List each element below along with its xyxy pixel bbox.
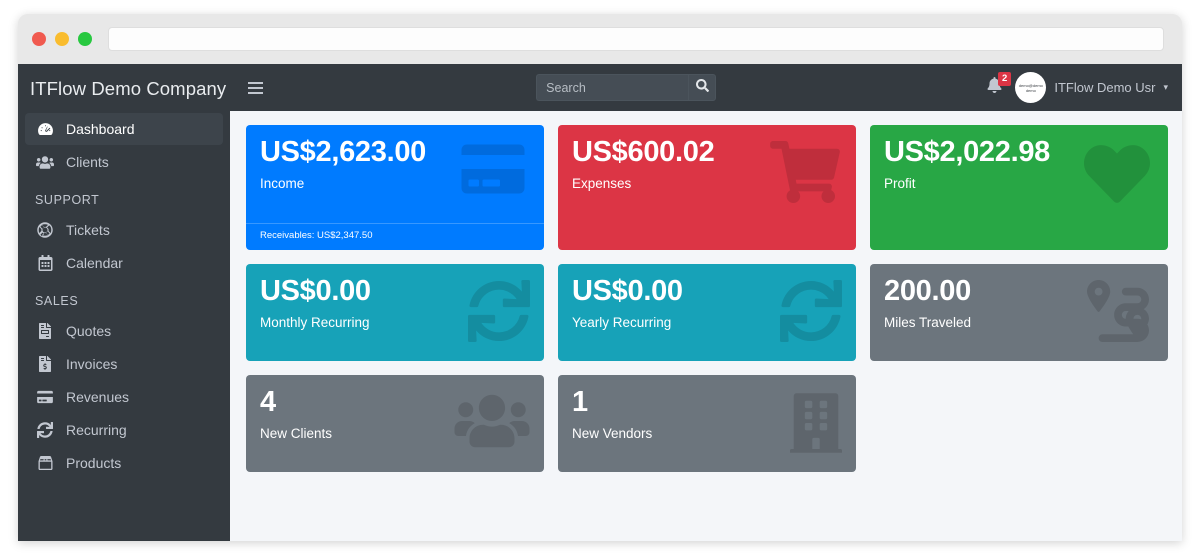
stat-value: 200.00	[884, 275, 971, 307]
life-ring-icon	[35, 221, 55, 239]
chevron-down-icon: ▾	[1163, 82, 1168, 92]
users-icon	[454, 391, 530, 451]
sidebar-item-label: Calendar	[66, 255, 123, 271]
stat-label: New Clients	[260, 426, 333, 442]
route-icon	[1082, 280, 1154, 342]
search-button[interactable]	[688, 74, 717, 101]
sidebar-item-label: Invoices	[66, 356, 118, 372]
avatar: demo@demo demo	[1015, 72, 1047, 103]
main-content: 2023 ▼ US$2,623.00 Income Receivables: U…	[230, 64, 1182, 541]
file-invoice-icon	[35, 322, 55, 340]
navbar-search	[536, 74, 717, 101]
sidebar-item-clients[interactable]: Clients	[25, 146, 223, 178]
stat-card-monthly-recurring[interactable]: US$0.00 Monthly Recurring	[246, 264, 544, 361]
sidebar-item-recurring[interactable]: Recurring	[25, 414, 223, 446]
stat-cards-row-2: US$0.00 Monthly Recurring US$0.00 Yearly…	[246, 264, 1168, 361]
stat-card-income[interactable]: US$2,623.00 Income Receivables: US$2,347…	[246, 125, 544, 250]
traffic-lights	[32, 32, 92, 46]
minimize-window-button[interactable]	[55, 32, 69, 46]
search-icon	[695, 78, 709, 97]
app-viewport: ITFlow Demo Company Dashboard Clients SU…	[18, 64, 1182, 541]
stat-label: Yearly Recurring	[572, 315, 672, 331]
notification-badge: 2	[998, 72, 1012, 86]
avatar-line-2: demo	[1025, 87, 1036, 93]
credit-card-icon	[456, 141, 530, 197]
box-icon	[35, 454, 55, 472]
sidebar-item-invoices[interactable]: Invoices	[25, 348, 223, 380]
sidebar: ITFlow Demo Company Dashboard Clients SU…	[18, 64, 230, 541]
stat-card-new-vendors[interactable]: 1 New Vendors	[558, 375, 856, 472]
sync-icon	[35, 421, 55, 439]
sidebar-item-label: Recurring	[66, 422, 127, 438]
users-icon	[35, 153, 55, 171]
sidebar-section-support: SUPPORT	[35, 193, 100, 207]
close-window-button[interactable]	[32, 32, 46, 46]
stat-card-expenses[interactable]: US$600.02 Expenses	[558, 125, 856, 250]
stat-card-miles-traveled[interactable]: 200.00 Miles Traveled	[870, 264, 1168, 361]
stat-value: 4	[260, 386, 276, 418]
stat-label: New Vendors	[572, 426, 653, 442]
stat-value: US$0.00	[572, 275, 683, 307]
sidebar-brand[interactable]: ITFlow Demo Company	[30, 78, 227, 99]
sync-icon	[780, 280, 842, 342]
sidebar-item-label: Clients	[66, 154, 109, 170]
sidebar-item-label: Products	[66, 455, 122, 471]
stat-label: Profit	[884, 176, 916, 192]
stat-value: 1	[572, 386, 588, 418]
stat-value: US$600.02	[572, 136, 715, 168]
stat-card-yearly-recurring[interactable]: US$0.00 Yearly Recurring	[558, 264, 856, 361]
browser-chrome	[18, 14, 1182, 64]
stat-card-footer: Receivables: US$2,347.50	[246, 223, 544, 250]
sidebar-item-label: Tickets	[66, 222, 110, 238]
shopping-cart-icon	[768, 141, 842, 203]
search-input[interactable]	[536, 74, 689, 101]
stat-cards-empty-slot	[870, 375, 1168, 472]
user-menu[interactable]: demo@demo demo ITFlow Demo Usr ▾	[1015, 72, 1168, 103]
browser-window: ITFlow Demo Company Dashboard Clients SU…	[18, 14, 1182, 541]
sidebar-item-products[interactable]: Products	[25, 447, 223, 479]
maximize-window-button[interactable]	[78, 32, 92, 46]
stat-cards-row-1: US$2,623.00 Income Receivables: US$2,347…	[246, 125, 1168, 250]
navbar-right: 2 demo@demo demo ITFlow Demo Usr ▾	[987, 72, 1168, 103]
avatar-line-1: demo@demo	[1018, 82, 1043, 88]
sidebar-item-label: Quotes	[66, 323, 112, 339]
sidebar-item-label: Dashboard	[66, 121, 135, 137]
stat-cards-row-3: 4 New Clients 1 New Vendors	[246, 375, 1168, 472]
hamburger-icon[interactable]	[246, 79, 265, 97]
credit-card-icon	[35, 388, 55, 406]
url-bar-input[interactable]	[108, 27, 1164, 51]
stat-card-new-clients[interactable]: 4 New Clients	[246, 375, 544, 472]
dashboard-icon	[35, 120, 55, 138]
stat-card-profit[interactable]: US$2,022.98 Profit	[870, 125, 1168, 250]
sidebar-item-tickets[interactable]: Tickets	[25, 214, 223, 246]
stat-label: Miles Traveled	[884, 315, 972, 331]
app-navbar: 2 demo@demo demo ITFlow Demo Usr ▾	[230, 64, 1182, 111]
building-icon	[790, 391, 842, 455]
sidebar-item-revenues[interactable]: Revenues	[25, 381, 223, 413]
stat-value: US$2,022.98	[884, 136, 1050, 168]
stat-value: US$2,623.00	[260, 136, 426, 168]
sidebar-item-calendar[interactable]: Calendar	[25, 247, 223, 279]
sidebar-item-label: Revenues	[66, 389, 130, 405]
calendar-icon	[35, 254, 55, 272]
sync-icon	[468, 280, 530, 342]
heart-icon	[1080, 141, 1154, 207]
stat-label: Income	[260, 176, 305, 192]
notifications-button[interactable]: 2	[987, 72, 1012, 98]
user-name: ITFlow Demo Usr	[1054, 80, 1156, 95]
sidebar-section-sales: SALES	[35, 294, 79, 308]
stat-label: Monthly Recurring	[260, 315, 370, 331]
stat-value: US$0.00	[260, 275, 371, 307]
sidebar-item-quotes[interactable]: Quotes	[25, 315, 223, 347]
file-invoice-dollar-icon	[35, 355, 55, 373]
sidebar-item-dashboard[interactable]: Dashboard	[25, 113, 223, 145]
stat-label: Expenses	[572, 176, 632, 192]
